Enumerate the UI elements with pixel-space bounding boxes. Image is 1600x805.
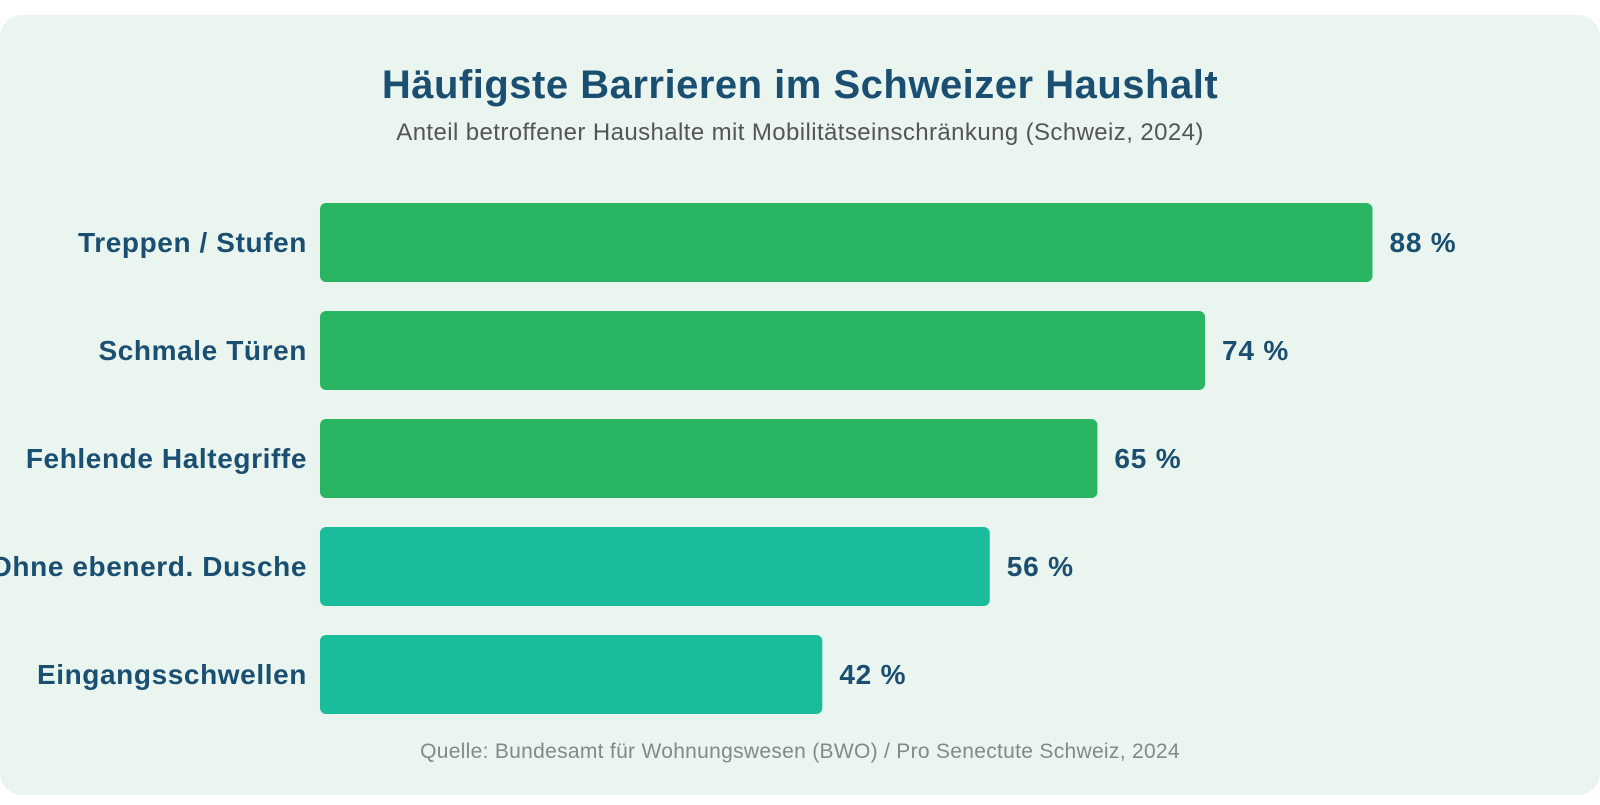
value-label-3: 65 % bbox=[1114, 443, 1181, 474]
bar-3 bbox=[320, 419, 1098, 498]
value-label-5: 42 % bbox=[839, 659, 906, 690]
category-label-1: Treppen / Stufen bbox=[78, 227, 307, 258]
bar-chart: Treppen / Stufen 88 % Schmale Türen 74 % Feh… bbox=[0, 203, 1456, 714]
value-label-4: 56 % bbox=[1007, 551, 1074, 582]
value-label-2: 74 % bbox=[1222, 335, 1289, 366]
bar-2 bbox=[320, 311, 1206, 390]
chart-source: Quelle: Bundesamt für Wohnungswesen (BWO… bbox=[420, 740, 1180, 763]
bar-1 bbox=[320, 203, 1373, 282]
chart-title: Häufigste Barrieren im Schweizer Haushal… bbox=[381, 63, 1219, 107]
bar-5 bbox=[320, 635, 823, 714]
category-label-5: Eingangsschwellen bbox=[37, 659, 307, 690]
bar-4 bbox=[320, 527, 990, 606]
value-label-1: 88 % bbox=[1389, 227, 1456, 258]
chart-card: Häufigste Barrieren im Schweizer Haushal… bbox=[0, 15, 1600, 795]
category-label-4: Ohne ebenerd. Dusche bbox=[0, 551, 307, 582]
chart-subtitle: Anteil betroffener Haushalte mit Mobilit… bbox=[396, 119, 1204, 146]
category-label-2: Schmale Türen bbox=[98, 335, 307, 366]
category-label-3: Fehlende Haltegriffe bbox=[26, 443, 307, 474]
